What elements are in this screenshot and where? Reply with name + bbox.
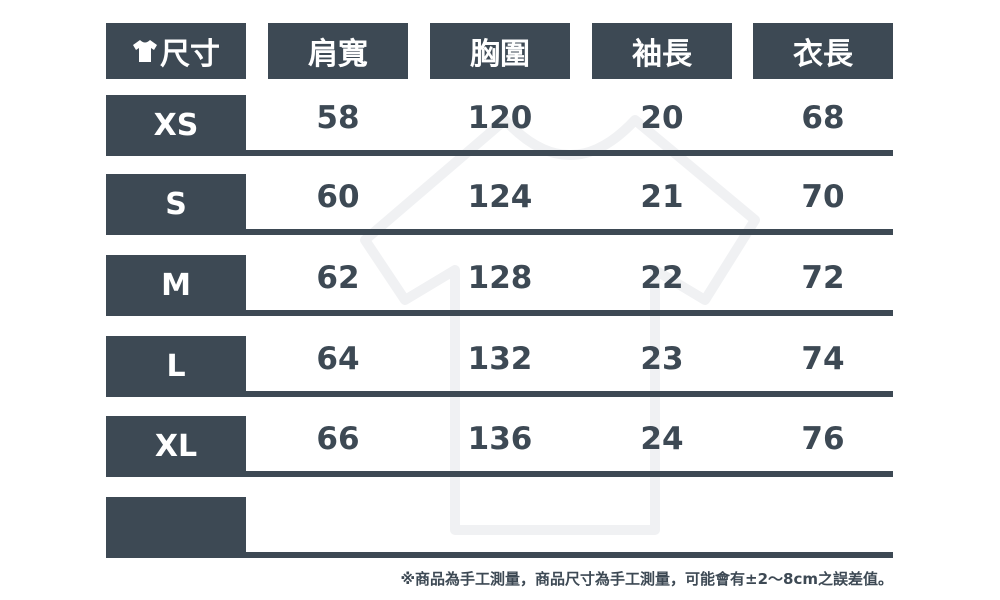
header-label: 肩寬 — [308, 37, 368, 72]
size-label: S — [106, 174, 246, 235]
table-cell: 64 — [316, 341, 360, 377]
table-cell: 20 — [640, 100, 684, 136]
size-label — [106, 497, 246, 558]
row-divider — [246, 552, 893, 558]
header-col-2: 胸圍 — [430, 23, 570, 79]
table-cell: 60 — [316, 179, 360, 215]
row-divider — [246, 471, 893, 477]
size-label: M — [106, 255, 246, 316]
table-cell: 128 — [467, 260, 533, 296]
table-cell: 120 — [467, 100, 533, 136]
tshirt-watermark-icon — [360, 115, 760, 535]
tshirt-icon — [132, 39, 158, 63]
table-cell: 136 — [467, 421, 533, 457]
table-cell: 21 — [640, 179, 684, 215]
measurement-note: ※商品為手工測量，商品尺寸為手工測量，可能會有±2～8cm之誤差值。 — [400, 570, 893, 588]
table-cell: 124 — [467, 179, 533, 215]
table-cell: 66 — [316, 421, 360, 457]
header-size: 尺寸 — [106, 23, 246, 79]
header-col-4: 衣長 — [753, 23, 893, 79]
row-divider — [246, 391, 893, 397]
size-label: XS — [106, 95, 246, 156]
table-cell: 68 — [801, 100, 845, 136]
row-divider — [246, 150, 893, 156]
table-cell: 23 — [640, 341, 684, 377]
size-label: XL — [106, 416, 246, 477]
table-cell: 72 — [801, 260, 845, 296]
header-col-3: 袖長 — [592, 23, 732, 79]
row-divider — [246, 229, 893, 235]
table-cell: 70 — [801, 179, 845, 215]
header-label: 胸圍 — [470, 37, 530, 72]
table-cell: 22 — [640, 260, 684, 296]
row-divider — [246, 310, 893, 316]
header-label: 袖長 — [632, 37, 692, 72]
table-cell: 24 — [640, 421, 684, 457]
header-label: 尺寸 — [160, 37, 220, 72]
table-cell: 62 — [316, 260, 360, 296]
size-label: L — [106, 336, 246, 397]
table-cell: 74 — [801, 341, 845, 377]
header-col-1: 肩寬 — [268, 23, 408, 79]
table-cell: 58 — [316, 100, 360, 136]
table-cell: 132 — [467, 341, 533, 377]
table-cell: 76 — [801, 421, 845, 457]
header-label: 衣長 — [793, 37, 853, 72]
